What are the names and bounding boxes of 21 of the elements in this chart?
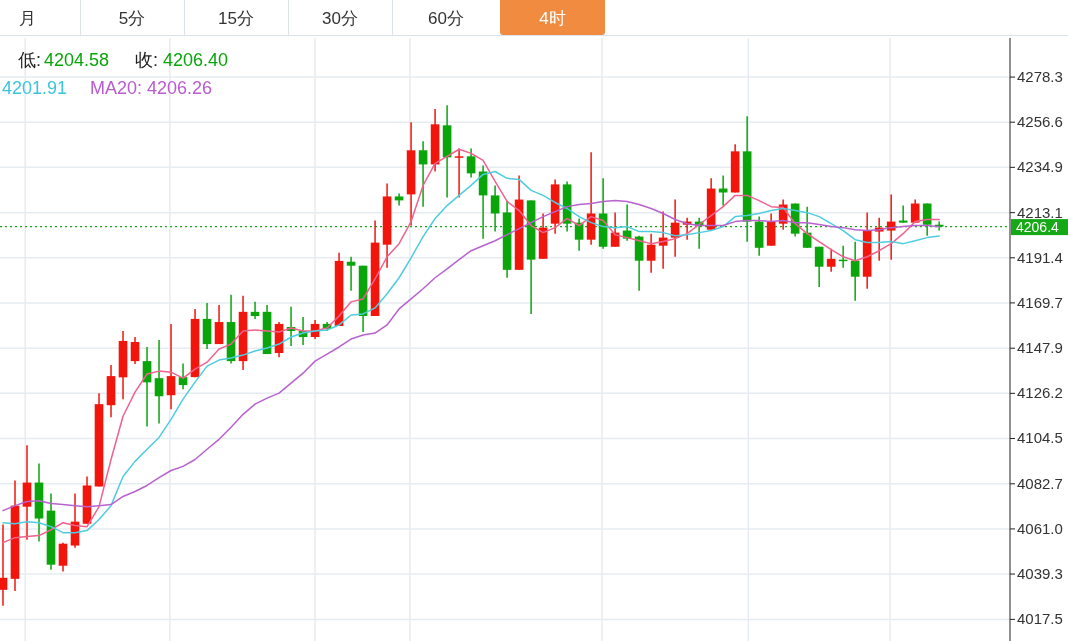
y-tick-label: 4278.3 [1017, 68, 1063, 86]
y-tick-label: 4017.5 [1017, 610, 1063, 628]
ref-line-label: 4206.4 [1016, 218, 1060, 235]
annotation: 4204.58 [44, 50, 110, 70]
annotation: 4206.40 [163, 50, 229, 70]
tabs: 月 5分 15分 30分 60分 4时 [0, 0, 1068, 36]
annotation: 收: [135, 50, 159, 70]
y-tick-label: 4061.0 [1017, 519, 1063, 537]
y-tick-label: 4169.7 [1017, 293, 1063, 311]
annotation: 4201.91 [2, 78, 68, 98]
y-tick-label: 4213.1 [1017, 203, 1063, 221]
annotation: MA20: 4206.26 [90, 78, 213, 98]
y-tick-label: 4082.7 [1017, 474, 1063, 492]
y-tick-label: 4039.3 [1017, 565, 1063, 583]
y-tick-label: 4147.9 [1017, 339, 1063, 357]
y-tick-label: 4256.6 [1017, 113, 1063, 131]
y-tick-label: 4234.9 [1017, 158, 1063, 176]
y-tick-label: 4126.2 [1017, 384, 1063, 402]
y-tick-label: 4191.4 [1017, 248, 1063, 266]
y-tick-label: 4104.5 [1017, 429, 1063, 447]
annotation: 低: [18, 50, 42, 70]
